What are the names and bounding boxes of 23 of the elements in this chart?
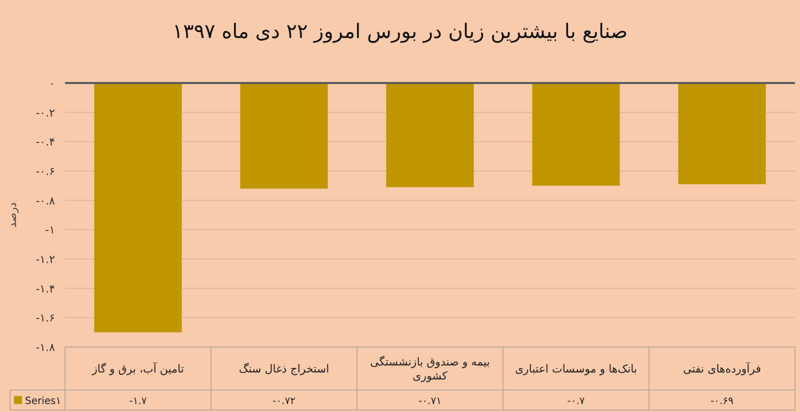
- data-label: -۰.۶۹: [710, 396, 734, 407]
- x-tick-label: تامین آب، برق و گاز: [91, 362, 184, 376]
- y-tick-label: -۰.۴: [36, 136, 56, 149]
- y-tick-label: ۰: [49, 77, 55, 90]
- y-tick-label: -۰.۸: [36, 194, 56, 208]
- x-tick-label: استخراج ذغال سنگ: [238, 362, 330, 376]
- y-axis-title: درصد: [6, 202, 19, 228]
- chart-title: صنایع با بیشترین زیان در بورس امروز ۲۲ دی ماه ۱۳۹۷: [172, 19, 628, 43]
- x-tick-label: بیمه و صندوق بازنشستگی کشوری: [370, 356, 490, 382]
- y-tick-label: -۱.۶: [36, 312, 55, 325]
- y-tick-label: -۰.۶: [36, 165, 55, 178]
- data-label: -۰.۷: [567, 396, 586, 407]
- y-tick-label: -۱: [45, 224, 55, 237]
- y-tick-label: -۱.۸: [36, 341, 56, 354]
- x-tick-label: بانک‌ها و موسسات اعتباری: [514, 362, 638, 376]
- data-label: -۰.۷۲: [272, 396, 296, 407]
- y-tick-label: -۱.۴: [36, 282, 56, 296]
- y-tick-label: -۰.۲: [36, 106, 56, 120]
- y-tick-label: -۱.۲: [36, 253, 56, 266]
- legend-label: Series۱: [25, 396, 62, 407]
- x-tick-label: فرآورده‌های نفتی: [682, 362, 762, 376]
- data-label: -۰.۷۱: [418, 396, 442, 407]
- data-label: -۱.۷: [129, 396, 148, 407]
